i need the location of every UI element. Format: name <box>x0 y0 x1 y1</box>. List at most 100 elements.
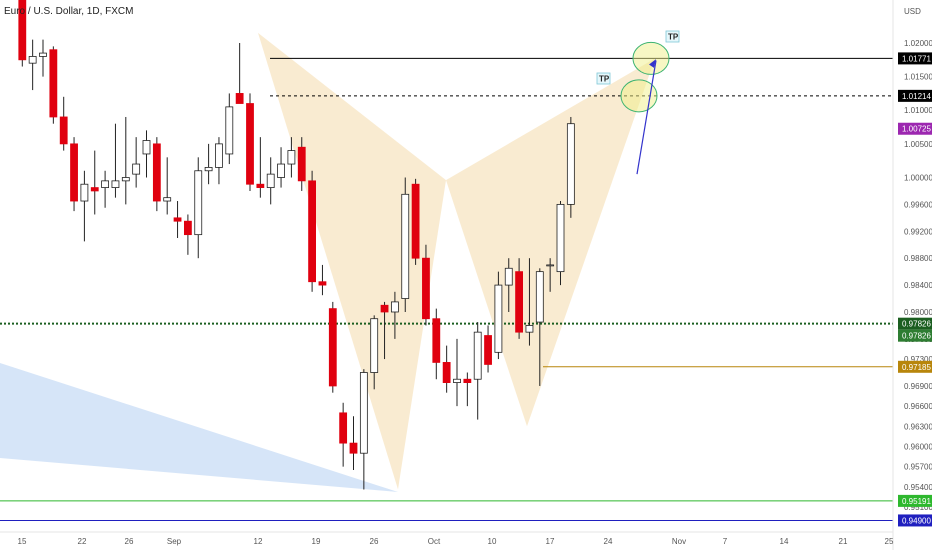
price-tag <box>898 317 932 330</box>
target-circle-2 <box>632 41 670 75</box>
level-lines <box>0 57 893 521</box>
price-tick-label: 1.02000 <box>904 39 932 48</box>
time-tick-label: 15 <box>18 537 27 546</box>
candle-up <box>390 301 399 313</box>
price-tag-label: 0.97185 <box>902 363 931 372</box>
candles <box>18 0 575 490</box>
projection-arrow-head <box>649 59 656 68</box>
candle-up <box>525 325 534 333</box>
candle-down <box>18 0 27 61</box>
time-tick-label: 24 <box>604 537 613 546</box>
candle-down <box>432 318 441 363</box>
price-tag <box>898 514 932 527</box>
candle-down <box>70 143 78 202</box>
price-tick-label: 0.95700 <box>904 463 932 472</box>
price-tick-label: 0.98000 <box>904 308 932 317</box>
price-axis: 1.02000 1.01500 1.01000 1.00500 1.00000 0.996… <box>898 39 932 527</box>
candle-up <box>194 170 203 236</box>
candle-up <box>535 271 544 323</box>
time-tick-label: 12 <box>254 537 263 546</box>
candle-up <box>215 143 223 168</box>
price-tag <box>898 360 932 373</box>
price-tick-label: 0.96600 <box>904 402 932 411</box>
candle-down <box>349 442 358 454</box>
candle-up <box>504 267 513 286</box>
candle-up <box>111 180 120 188</box>
candle-down <box>328 308 337 387</box>
candle-down <box>90 187 99 192</box>
annotations: TP TP <box>596 30 680 175</box>
candle-up <box>370 318 379 373</box>
time-tick-label: 17 <box>546 537 555 546</box>
candle-up <box>546 264 555 267</box>
tp-label: TP <box>668 33 679 42</box>
candle-up <box>142 140 151 155</box>
time-tick-label: Oct <box>428 537 441 546</box>
candle-up <box>277 163 285 178</box>
candle-down <box>339 412 348 444</box>
price-tick-label: 0.97300 <box>904 355 932 364</box>
price-tick-label: 0.95100 <box>904 503 932 512</box>
chart-title: Euro / U.S. Dollar, 1D, FXCM <box>4 6 133 17</box>
candle-down <box>183 220 192 236</box>
candle-down <box>380 304 389 313</box>
price-tick-label: 0.99200 <box>904 227 932 236</box>
candle-up <box>225 106 234 155</box>
price-tag-label: 1.01214 <box>902 92 931 101</box>
price-tick-label: 0.96000 <box>904 442 932 451</box>
candle-up <box>39 52 47 57</box>
price-tag-label: 1.00725 <box>902 125 931 134</box>
tp-box <box>665 30 680 43</box>
candle-up <box>453 378 461 383</box>
candle-down <box>411 183 420 259</box>
time-tick-label: 26 <box>370 537 379 546</box>
wedge-layer <box>0 363 398 492</box>
candle-down <box>484 335 492 365</box>
price-tick-label: 1.01500 <box>904 73 932 82</box>
candle-up <box>494 284 503 353</box>
candle-up <box>473 331 482 380</box>
price-tick-label: 1.01000 <box>904 106 932 115</box>
candle-down <box>442 362 451 383</box>
time-tick-label: 7 <box>723 537 728 546</box>
candle-up <box>132 163 141 175</box>
candle-up <box>101 180 109 188</box>
candle-up <box>556 203 565 273</box>
candle-up <box>401 193 410 299</box>
price-tick-label: 0.98400 <box>904 281 932 290</box>
price-tick-label: 1.00000 <box>904 173 932 182</box>
candle-down <box>235 93 244 104</box>
time-axis: 15 22 26 Sep 12 19 26 Oct 10 17 24 Nov 7 14 21 25 <box>18 537 894 546</box>
candle-up <box>359 372 368 454</box>
price-tick-label: 0.96900 <box>904 382 932 391</box>
candle-up <box>121 177 130 182</box>
price-tag <box>898 89 932 102</box>
price-tick-label: 0.99600 <box>904 200 932 209</box>
price-tick-label: 0.95400 <box>904 483 932 492</box>
candle-up <box>266 173 275 188</box>
candle-down <box>173 217 182 222</box>
candle-up <box>566 123 575 205</box>
price-tick-label: 0.98800 <box>904 254 932 263</box>
candle-down <box>49 49 58 118</box>
price-tag <box>898 122 932 135</box>
time-tick-label: Nov <box>672 537 686 546</box>
candle-down <box>515 271 523 333</box>
time-tick-label: Sep <box>167 537 182 546</box>
price-tag-label: 0.94900 <box>902 516 931 525</box>
candle-down <box>246 103 254 185</box>
candle-down <box>297 146 306 182</box>
target-circle-1 <box>620 79 658 113</box>
wedge-shape <box>0 363 398 492</box>
tp-label: TP <box>599 75 610 84</box>
time-tick-label: 21 <box>839 537 848 546</box>
price-axis-unit: USD <box>904 7 921 16</box>
price-tag <box>898 494 932 507</box>
candle-up <box>163 197 172 202</box>
candle-down <box>422 257 430 320</box>
price-tick-label: 0.96300 <box>904 422 932 431</box>
candle-up <box>287 150 296 165</box>
time-tick-label: 14 <box>780 537 789 546</box>
time-tick-label: 10 <box>488 537 497 546</box>
